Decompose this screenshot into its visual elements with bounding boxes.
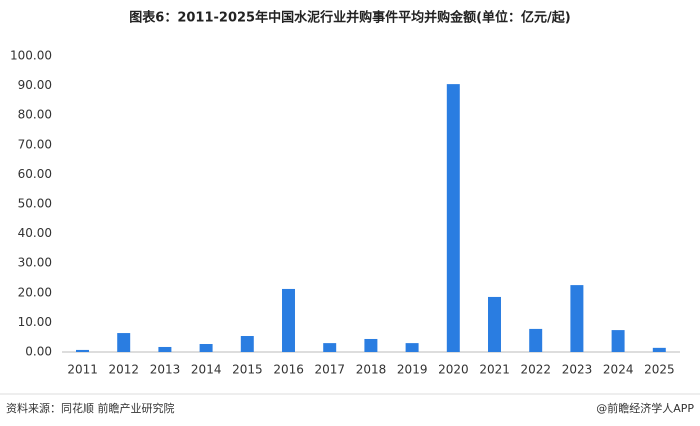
y-tick-label: 70.00 — [18, 137, 52, 151]
bar — [240, 336, 254, 352]
x-tick-label: 2024 — [603, 363, 634, 377]
bar — [570, 285, 584, 352]
x-tick-label: 2012 — [109, 363, 140, 377]
y-tick-label: 40.00 — [18, 226, 52, 240]
y-tick-label: 80.00 — [18, 108, 52, 122]
x-tick-label: 2025 — [644, 363, 675, 377]
x-tick-label: 2011 — [67, 363, 98, 377]
y-tick-label: 100.00 — [10, 49, 52, 63]
x-tick-label: 2013 — [150, 363, 181, 377]
x-tick-label: 2017 — [315, 363, 346, 377]
bar — [158, 346, 172, 352]
x-tick-label: 2022 — [521, 363, 552, 377]
y-tick-label: 20.00 — [18, 285, 52, 299]
bar — [405, 343, 419, 352]
bar — [76, 349, 89, 352]
y-tick-label: 50.00 — [18, 197, 52, 211]
bar — [282, 288, 295, 352]
x-tick-label: 2023 — [562, 363, 593, 377]
x-tick-label: 2018 — [356, 363, 387, 377]
bar — [611, 330, 625, 352]
y-tick-label: 30.00 — [18, 256, 52, 270]
source: 资料来源：同花顺 前瞻产业研究院 — [6, 401, 175, 415]
y-tick-label: 60.00 — [18, 167, 52, 181]
x-tick-label: 2016 — [273, 363, 304, 377]
x-tick-label: 2015 — [232, 363, 263, 377]
x-tick-label: 2014 — [191, 363, 222, 377]
bar — [364, 338, 378, 352]
bar — [199, 344, 213, 352]
bar — [446, 84, 460, 353]
y-tick-label: 10.00 — [18, 315, 52, 329]
x-tick-label: 2020 — [438, 363, 469, 377]
x-tick-label: 2019 — [397, 363, 428, 377]
bar — [488, 296, 501, 352]
chart-title: 图表6：2011-2025年中国水泥行业并购事件平均并购金额(单位：亿元/起) — [129, 10, 570, 26]
bar — [323, 343, 337, 352]
bar — [652, 347, 666, 352]
bar — [117, 333, 131, 352]
y-tick-label: 90.00 — [18, 78, 52, 92]
y-tick-label: 0.00 — [25, 345, 52, 359]
bar — [529, 328, 543, 352]
credit: @前瞻经济学人APP — [596, 401, 694, 415]
x-tick-label: 2021 — [479, 363, 510, 377]
